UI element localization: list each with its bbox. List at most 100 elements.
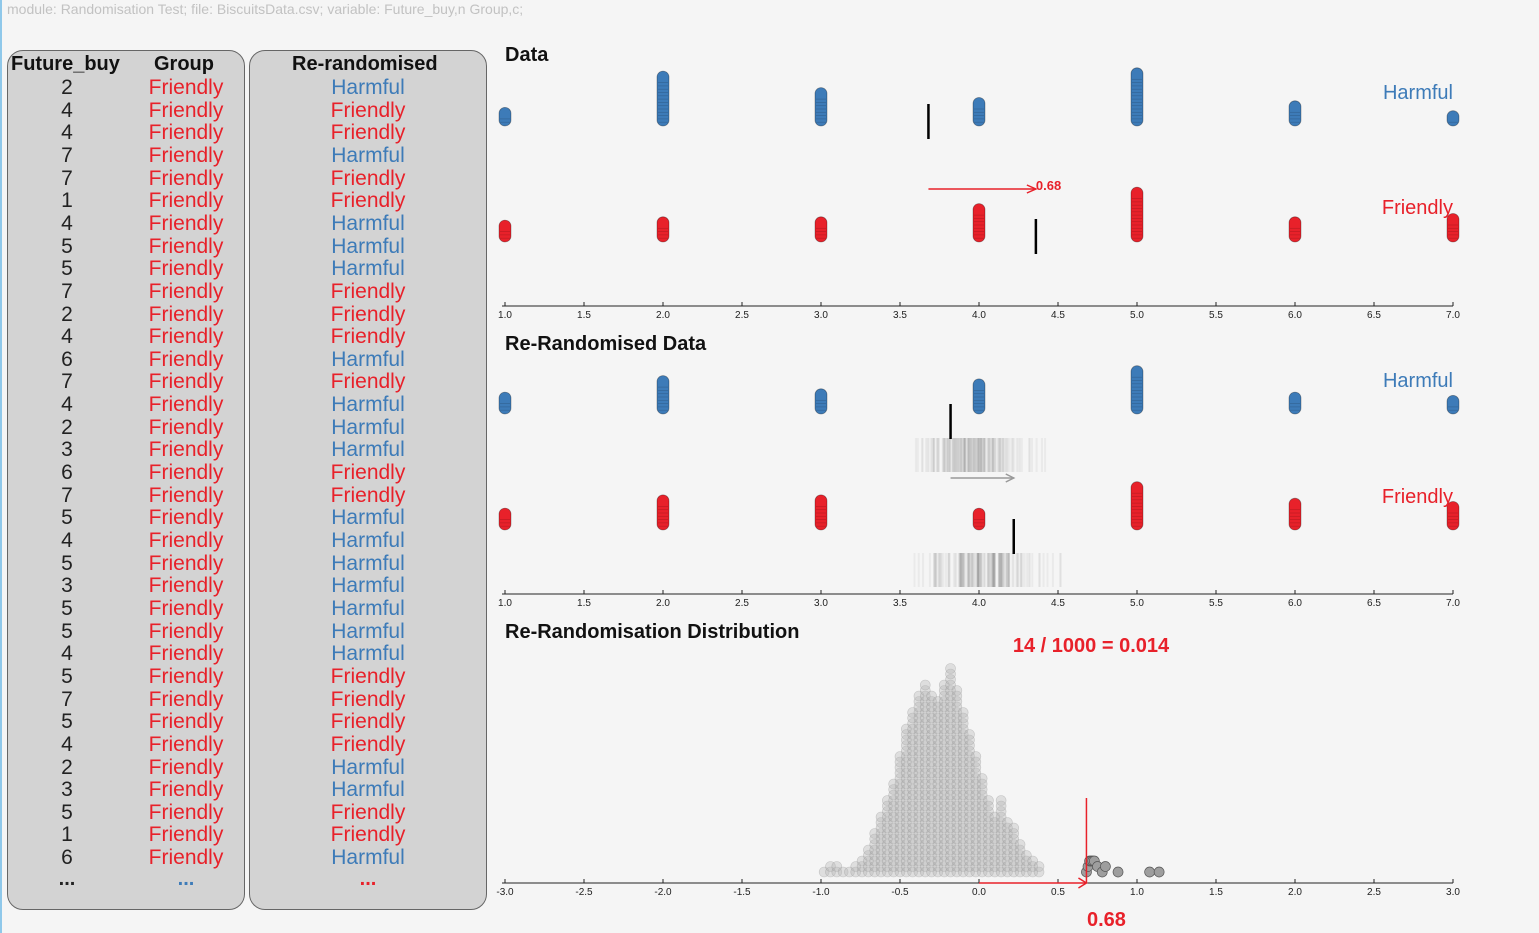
- resample-dot: [964, 767, 975, 779]
- resample-dot: [913, 751, 925, 762]
- resample-dot: [932, 844, 944, 856]
- resample-dot: [995, 817, 1007, 828]
- resample-dot: [983, 866, 994, 878]
- resample-dot: [913, 767, 925, 779]
- extreme-resample-dot: [1112, 866, 1124, 878]
- p-value-label: 14 / 1000 = 0.014: [1013, 635, 1170, 657]
- resample-dot: [970, 817, 982, 828]
- resample-dot: [989, 861, 1001, 872]
- resample-dot: [970, 800, 982, 812]
- resample-dot: [938, 778, 950, 790]
- resample-dot: [907, 712, 918, 724]
- resample-dot: [938, 866, 950, 878]
- resample-dot: [894, 806, 906, 817]
- resample-dot: [995, 822, 1007, 834]
- future-buy-cell: 4: [61, 642, 73, 666]
- rerandomised-cell: Friendly: [330, 325, 406, 349]
- resample-dot: [926, 806, 937, 817]
- resample-dot: [901, 723, 912, 735]
- resample-dot: [863, 866, 874, 878]
- resample-dot: [919, 844, 931, 856]
- resample-dot: [976, 855, 988, 867]
- x-tick-label: 3.0: [814, 598, 828, 609]
- resample-dot: [882, 833, 893, 845]
- resample-dot: [907, 734, 918, 746]
- resample-dot: [983, 800, 994, 812]
- future-buy-cell: 2: [61, 76, 73, 99]
- data-point-stack: [972, 203, 986, 243]
- resample-dot: [901, 866, 912, 878]
- group-cell: Friendly: [148, 98, 224, 122]
- resample-dot: [869, 828, 881, 839]
- group-cell: Friendly: [148, 347, 224, 371]
- x-tick-label: 0.5: [1051, 887, 1065, 898]
- resample-dot: [964, 866, 975, 878]
- resample-dot: [938, 751, 950, 762]
- data-point-stack: [1446, 110, 1460, 127]
- resample-dot: [1002, 866, 1013, 878]
- resample-dot: [945, 712, 956, 724]
- resample-dot: [945, 789, 956, 801]
- resample-dot: [970, 833, 982, 845]
- resample-dot: [919, 855, 931, 867]
- resample-dot: [919, 795, 931, 806]
- group-cell: Friendly: [148, 325, 224, 349]
- resample-dot: [913, 734, 925, 746]
- resample-dot: [989, 811, 1001, 823]
- resample-dot: [907, 756, 918, 768]
- resample-dot: [863, 850, 874, 861]
- resample-dot: [938, 811, 950, 823]
- resample-dot: [951, 789, 963, 801]
- resample-dot: [919, 866, 931, 878]
- resample-dot: [957, 844, 969, 856]
- resample-dot: [932, 817, 944, 828]
- resample-dot: [932, 762, 944, 773]
- resample-dot: [919, 817, 931, 828]
- resample-dot: [970, 806, 982, 817]
- rerandomised-cell: Harmful: [331, 76, 405, 99]
- resample-dot: [875, 850, 887, 861]
- resample-dot: [989, 833, 1001, 845]
- resample-dot: [951, 701, 963, 713]
- group-cell: Friendly: [148, 257, 224, 281]
- resample-dot: [875, 839, 887, 850]
- resample-dot: [970, 866, 982, 878]
- resample-dot: [983, 822, 994, 834]
- resample-dot: [919, 773, 931, 784]
- resample-dot: [919, 745, 931, 757]
- resample-dot: [888, 784, 899, 795]
- resample-dot: [945, 663, 956, 674]
- resample-dot: [869, 844, 881, 856]
- resample-dot: [964, 778, 975, 790]
- resample-dot: [932, 778, 944, 790]
- resample-dot: [957, 740, 969, 751]
- future-buy-cell: 7: [61, 166, 73, 190]
- resample-dot: [926, 745, 937, 757]
- resample-dot: [913, 795, 925, 806]
- resample-dot: [957, 745, 969, 757]
- resample-dot: [894, 795, 906, 806]
- resample-dot: [932, 839, 944, 850]
- resample-dot: [951, 718, 963, 729]
- resample-dot: [837, 866, 849, 878]
- extreme-resample-dot: [1100, 861, 1111, 872]
- resample-dot: [907, 866, 918, 878]
- resample-dot: [907, 745, 918, 757]
- resample-dot: [888, 795, 899, 806]
- resample-dot: [938, 800, 950, 812]
- resample-dot: [913, 745, 925, 757]
- data-point-stack: [498, 219, 512, 243]
- resample-dot: [957, 795, 969, 806]
- x-tick-label: 1.0: [498, 598, 512, 609]
- resample-dot: [932, 861, 944, 872]
- resample-dot: [888, 866, 899, 878]
- resample-dot: [970, 789, 982, 801]
- future-buy-cell: 4: [61, 121, 73, 145]
- resample-dot: [875, 833, 887, 845]
- resample-dot: [945, 751, 956, 762]
- resample-dot: [945, 861, 956, 872]
- group-cell: Friendly: [148, 302, 224, 326]
- resample-dot: [888, 800, 899, 812]
- resample-dot: [907, 844, 918, 856]
- group-label-harmful: Harmful: [1383, 82, 1453, 104]
